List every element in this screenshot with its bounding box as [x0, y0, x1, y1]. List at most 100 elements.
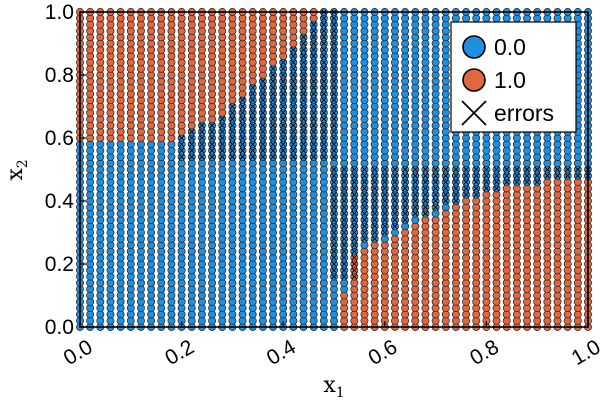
error-marker	[320, 21, 327, 28]
error-marker	[188, 135, 195, 141]
error-marker	[300, 153, 307, 160]
error-marker	[280, 122, 287, 129]
error-marker	[493, 179, 500, 186]
error-marker	[310, 103, 317, 110]
error-marker	[239, 153, 246, 160]
error-marker	[442, 191, 449, 198]
error-marker	[320, 147, 327, 154]
error-marker	[320, 116, 327, 123]
error-marker	[331, 103, 337, 110]
error-marker	[320, 34, 327, 41]
error-marker	[249, 122, 256, 129]
error-marker	[209, 147, 215, 154]
error-marker	[432, 179, 439, 186]
error-marker	[249, 147, 256, 154]
error-marker	[320, 59, 327, 66]
error-marker	[270, 65, 276, 72]
points-layer	[76, 8, 592, 331]
error-marker	[442, 198, 449, 204]
error-marker	[239, 128, 246, 135]
error-marker	[331, 261, 337, 267]
error-marker	[381, 229, 388, 236]
error-marker	[320, 122, 327, 129]
error-marker	[178, 153, 185, 160]
error-marker	[249, 153, 256, 160]
error-marker	[229, 116, 236, 123]
error-marker	[422, 166, 429, 173]
error-marker	[280, 84, 287, 91]
error-marker	[351, 210, 358, 217]
error-marker	[493, 172, 500, 179]
plot-frame	[79, 11, 589, 328]
error-marker	[320, 78, 327, 85]
error-marker	[341, 210, 348, 217]
error-marker	[300, 103, 307, 110]
x-tick-label: 1.0	[568, 335, 600, 370]
error-marker	[463, 179, 469, 186]
error-marker	[412, 166, 419, 173]
error-marker	[290, 53, 297, 60]
error-marker	[432, 204, 439, 211]
error-marker	[341, 223, 348, 230]
error-marker	[320, 153, 327, 160]
error-marker	[290, 116, 297, 123]
error-marker	[209, 122, 215, 129]
error-marker	[249, 128, 256, 135]
error-marker	[381, 191, 388, 198]
error-marker	[392, 166, 398, 173]
error-marker	[513, 172, 520, 179]
error-marker	[320, 97, 327, 104]
error-marker	[259, 84, 266, 91]
error-marker	[310, 34, 317, 41]
error-marker	[310, 128, 317, 135]
error-marker	[331, 97, 337, 104]
error-marker	[280, 72, 287, 78]
error-marker	[331, 90, 337, 97]
error-marker	[219, 147, 226, 154]
error-marker	[249, 116, 256, 123]
y-tick-label: 1.0	[45, 1, 74, 24]
error-marker	[249, 97, 256, 104]
error-marker	[310, 59, 317, 66]
error-marker	[473, 172, 480, 179]
error-marker	[300, 34, 307, 41]
error-marker	[259, 135, 266, 141]
error-marker	[402, 172, 409, 179]
error-marker	[290, 59, 297, 66]
error-marker	[361, 204, 368, 211]
error-marker	[270, 128, 276, 135]
error-marker	[402, 179, 409, 186]
error-marker	[402, 210, 409, 217]
error-marker	[239, 97, 246, 104]
error-marker	[534, 166, 541, 173]
error-marker	[331, 21, 337, 28]
error-marker	[290, 128, 297, 135]
error-marker	[361, 185, 368, 192]
error-marker	[331, 248, 337, 255]
error-marker	[331, 229, 337, 236]
error-marker	[453, 198, 459, 204]
error-marker	[412, 191, 419, 198]
error-marker	[493, 166, 500, 173]
error-marker	[199, 141, 205, 148]
error-marker	[310, 84, 317, 91]
error-marker	[331, 153, 337, 160]
error-marker	[381, 179, 388, 186]
error-marker	[259, 116, 266, 123]
error-marker	[219, 116, 226, 123]
error-marker	[351, 204, 358, 211]
error-marker	[371, 185, 378, 192]
error-marker	[310, 97, 317, 104]
error-marker	[320, 27, 327, 34]
error-marker	[371, 223, 378, 230]
error-marker	[331, 122, 337, 129]
error-marker	[199, 128, 205, 135]
error-marker	[290, 135, 297, 141]
error-marker	[442, 166, 449, 173]
error-marker	[351, 172, 358, 179]
error-marker	[331, 172, 337, 179]
error-marker	[361, 235, 368, 242]
error-marker	[412, 179, 419, 186]
error-marker	[574, 172, 581, 179]
